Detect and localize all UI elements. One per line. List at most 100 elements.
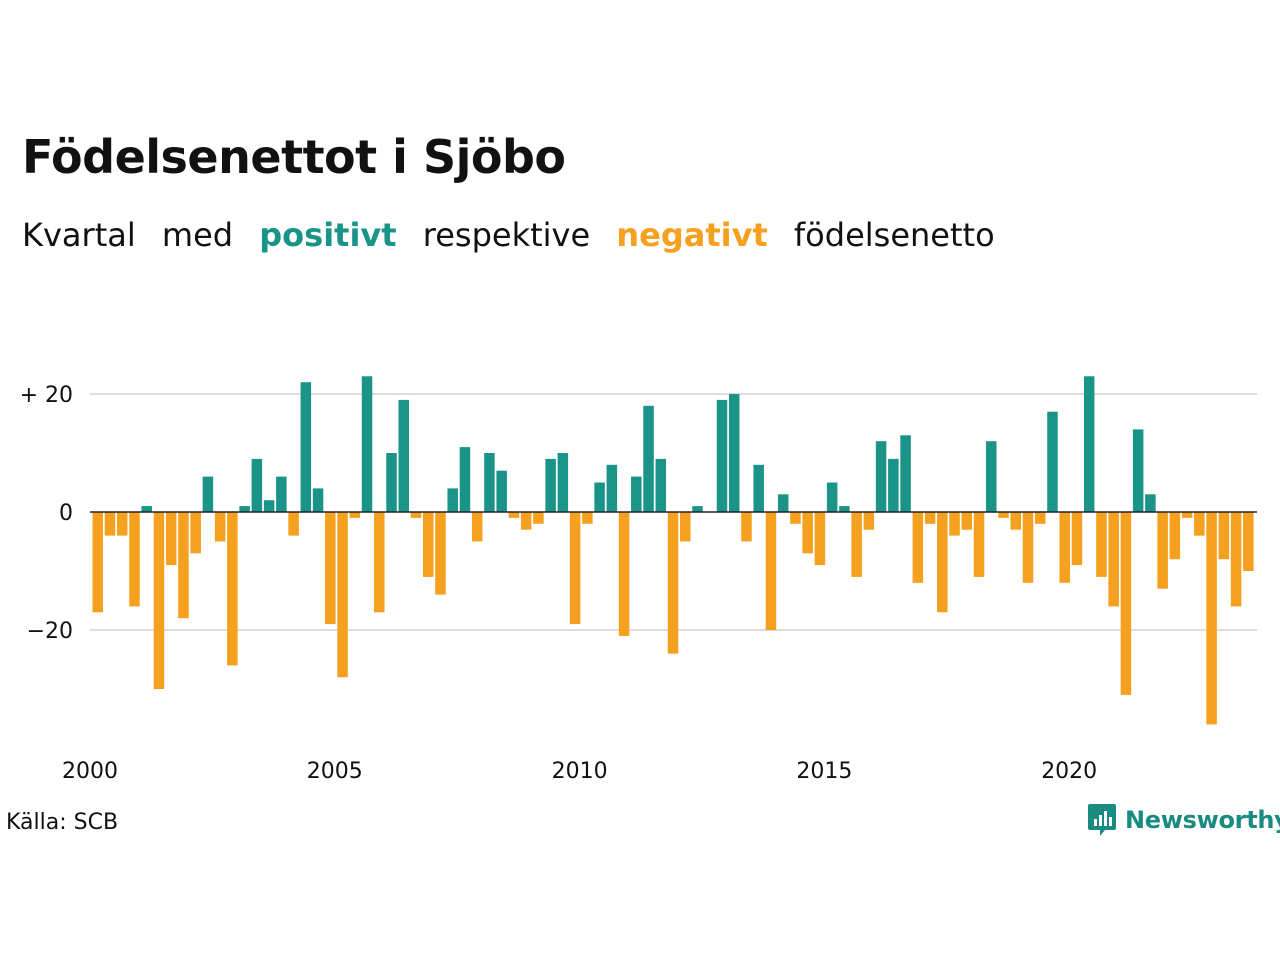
bar-negative: [1243, 512, 1254, 571]
bar-positive: [557, 453, 569, 512]
x-tick-label: 2000: [62, 759, 118, 784]
x-tick-label: 2005: [307, 759, 363, 784]
subtitle-word-fodelsenetto: födelsenetto: [793, 216, 995, 254]
bar-negative: [667, 512, 679, 654]
bar-negative: [1071, 512, 1083, 566]
chart-subtitle: Kvartal med positivt respektive negativt…: [22, 216, 1011, 254]
bar-negative: [508, 512, 520, 518]
bar-positive: [631, 476, 642, 512]
bar-positive: [655, 458, 667, 512]
axes: + 20 0 −20 2000 2005 2010 2015 2020: [20, 383, 1257, 784]
bar-positive: [753, 464, 764, 512]
bar-negative: [937, 512, 948, 613]
bar-negative: [435, 512, 446, 595]
bar-positive: [484, 453, 495, 512]
x-tick-label: 2015: [796, 759, 852, 784]
bar-negative: [129, 512, 140, 607]
bar-positive: [202, 476, 214, 512]
bar-negative: [1169, 512, 1181, 560]
subtitle-word-med: med: [161, 216, 234, 254]
bar-positive: [545, 458, 556, 512]
bar-negative: [863, 512, 875, 530]
bar-negative: [471, 512, 483, 542]
bar-negative: [153, 512, 165, 689]
bar-positive: [398, 399, 409, 512]
bar-positive: [276, 476, 287, 512]
bar-positive: [606, 464, 618, 512]
bar-negative: [190, 512, 201, 554]
bar-negative: [520, 512, 532, 530]
bar-negative: [851, 512, 862, 577]
bar-positive: [826, 482, 838, 512]
newsworthy-logo-icon: [1088, 804, 1116, 836]
brand-logo: Newsworthy: [1087, 802, 1280, 838]
bar-positive: [728, 394, 740, 512]
bar-positive: [716, 399, 728, 512]
bar-negative: [178, 512, 189, 619]
bar-positive: [239, 506, 250, 512]
bar-negative: [814, 512, 826, 566]
brand-name: Newsworthy: [1125, 806, 1280, 834]
bar-negative: [949, 512, 960, 536]
y-tick-label: 0: [59, 501, 73, 526]
bar-negative: [1157, 512, 1168, 589]
bar-positive: [692, 506, 703, 512]
bar-positive: [251, 458, 263, 512]
bar-negative: [680, 512, 691, 542]
bar-positive: [839, 506, 850, 512]
bar-negative: [802, 512, 813, 554]
chart-title: Födelsenettot i Sjöbo: [22, 130, 566, 184]
bar-positive: [888, 458, 899, 512]
bar-negative: [1022, 512, 1034, 583]
x-tick-label: 2020: [1041, 759, 1097, 784]
bar-negative: [1034, 512, 1046, 524]
subtitle-negative-label: negativt: [616, 216, 768, 254]
bar-negative: [569, 512, 581, 625]
bar-negative: [349, 512, 361, 518]
bar-positive: [1083, 376, 1095, 512]
bar-positive: [1145, 494, 1156, 512]
bar-positive: [386, 453, 397, 512]
bar-positive: [447, 488, 458, 512]
bar-positive: [141, 506, 152, 512]
bar-negative: [1181, 512, 1193, 518]
bar-negative: [973, 512, 985, 577]
bar-negative: [765, 512, 777, 630]
bar-negative: [582, 512, 593, 524]
bar-negative: [998, 512, 1009, 518]
source-note: Källa: SCB: [6, 810, 119, 835]
bar-negative: [1194, 512, 1205, 536]
bars: [92, 376, 1254, 725]
bar-negative: [116, 512, 128, 536]
bar-negative: [104, 512, 116, 536]
y-tick-label: + 20: [20, 383, 73, 408]
bar-negative: [924, 512, 936, 524]
bar-negative: [741, 512, 752, 542]
bar-positive: [312, 488, 324, 512]
bar-negative: [288, 512, 299, 536]
bar-positive: [263, 500, 275, 512]
bar-negative: [961, 512, 973, 530]
subtitle-positive-label: positivt: [259, 216, 397, 254]
bar-negative: [92, 512, 103, 613]
subtitle-word-kvartal: Kvartal: [22, 216, 136, 254]
bar-negative: [410, 512, 422, 518]
bar-negative: [165, 512, 177, 566]
bar-negative: [337, 512, 348, 678]
bar-negative: [618, 512, 630, 636]
bar-negative: [1108, 512, 1119, 607]
bar-negative: [790, 512, 801, 524]
bar-positive: [643, 405, 654, 512]
bar-negative: [1120, 512, 1132, 695]
bar-negative: [1230, 512, 1242, 607]
bar-negative: [1218, 512, 1230, 560]
x-tick-label: 2010: [552, 759, 608, 784]
bar-negative: [912, 512, 924, 583]
bar-positive: [594, 482, 605, 512]
bar-positive: [459, 447, 471, 512]
bar-negative: [1096, 512, 1107, 577]
bar-positive: [300, 382, 312, 512]
subtitle-word-respektive: respektive: [422, 216, 591, 254]
bar-negative: [325, 512, 336, 625]
